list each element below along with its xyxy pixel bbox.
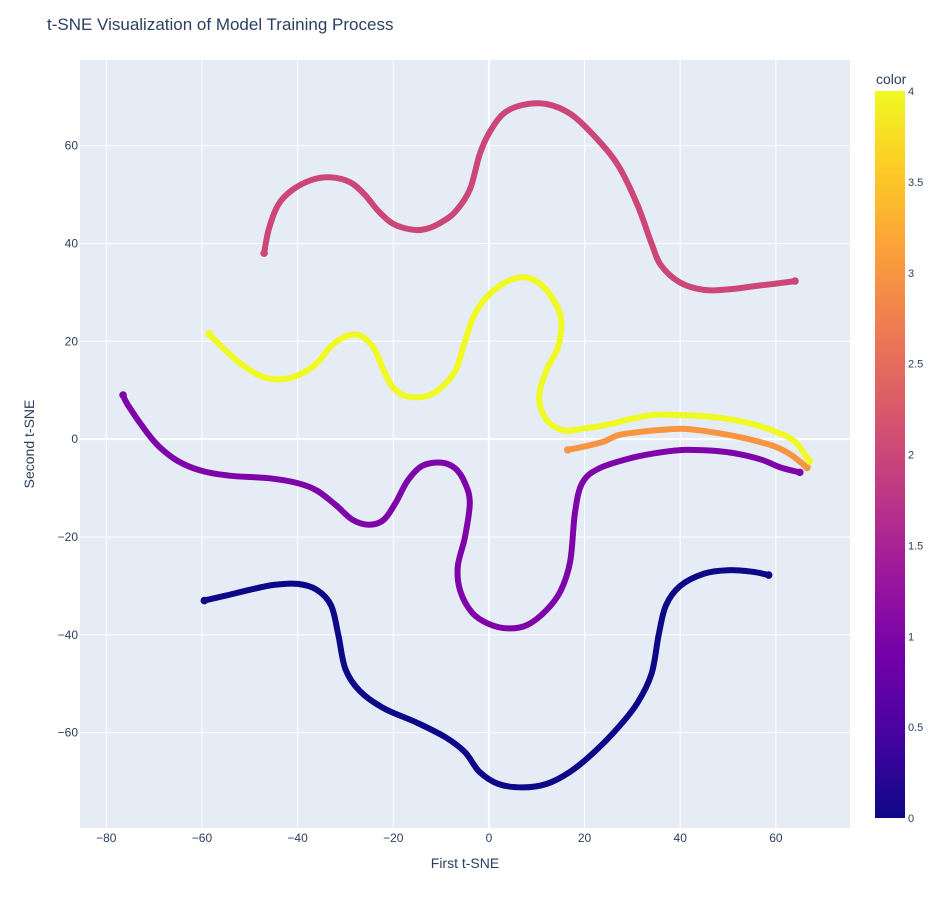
series-start-point [205,330,213,338]
series-start-point [119,391,127,399]
x-tick-label: 20 [578,831,592,845]
series-color-3 [564,425,811,472]
colorbar-tick-label: 1 [908,631,914,643]
series-start-point [200,596,209,605]
colorbar-tick-label: 3.5 [908,177,923,189]
y-tick-label: −20 [58,530,79,544]
series-line [564,425,810,471]
series-end-point [795,468,804,477]
colorbar-tick-labels: 0 0.5 1 1.5 2 2.5 3 3.5 4 [908,86,923,825]
y-tick-label: 40 [65,236,79,250]
colorbar-tick-label: 3 [908,268,914,280]
x-tick-labels: −80 −60 −40 −20 0 20 40 60 [96,831,783,845]
colorbar-title: color [876,71,907,87]
y-tick-label: 20 [65,334,79,348]
y-axis-title: Second t-SNE [21,400,37,489]
series-start-point [564,446,572,454]
colorbar-tick-label: 2 [908,450,914,462]
colorbar-tick-label: 4 [908,86,914,98]
y-tick-label: −60 [58,726,79,740]
colorbar [875,91,905,818]
series-start-point [260,249,268,258]
series-end-point [791,277,799,285]
series-line [120,392,803,632]
x-axis-title: First t-SNE [431,855,499,871]
x-tick-label: −60 [192,831,213,845]
series-line [206,274,813,465]
y-tick-labels: −60 −40 −20 0 20 40 60 [58,139,79,740]
series-line [201,567,772,791]
colorbar-tick-label: 0.5 [908,722,923,734]
y-tick-label: −40 [58,628,79,642]
x-tick-label: −20 [383,831,404,845]
series-end-point [805,457,814,465]
colorbar-tick-label: 1.5 [908,540,923,552]
x-tick-label: 40 [674,831,688,845]
x-tick-label: 0 [486,831,493,845]
x-tick-label: −80 [96,831,117,845]
series-end-point [764,571,773,579]
x-tick-label: 60 [769,831,783,845]
series-color-4 [205,274,814,465]
chart-title: t-SNE Visualization of Model Training Pr… [47,15,393,34]
series-line [261,100,798,294]
traces [119,100,814,791]
y-tick-label: 60 [65,139,79,153]
series-color-1 [119,391,804,632]
y-tick-label: 0 [71,432,78,446]
series-color-0 [200,567,773,791]
colorbar-tick-label: 2.5 [908,359,923,371]
plot-area [80,60,850,828]
colorbar-tick-label: 0 [908,813,914,825]
x-tick-label: −40 [287,831,308,845]
series-end-point [803,463,811,472]
series-color-2 [260,100,799,294]
